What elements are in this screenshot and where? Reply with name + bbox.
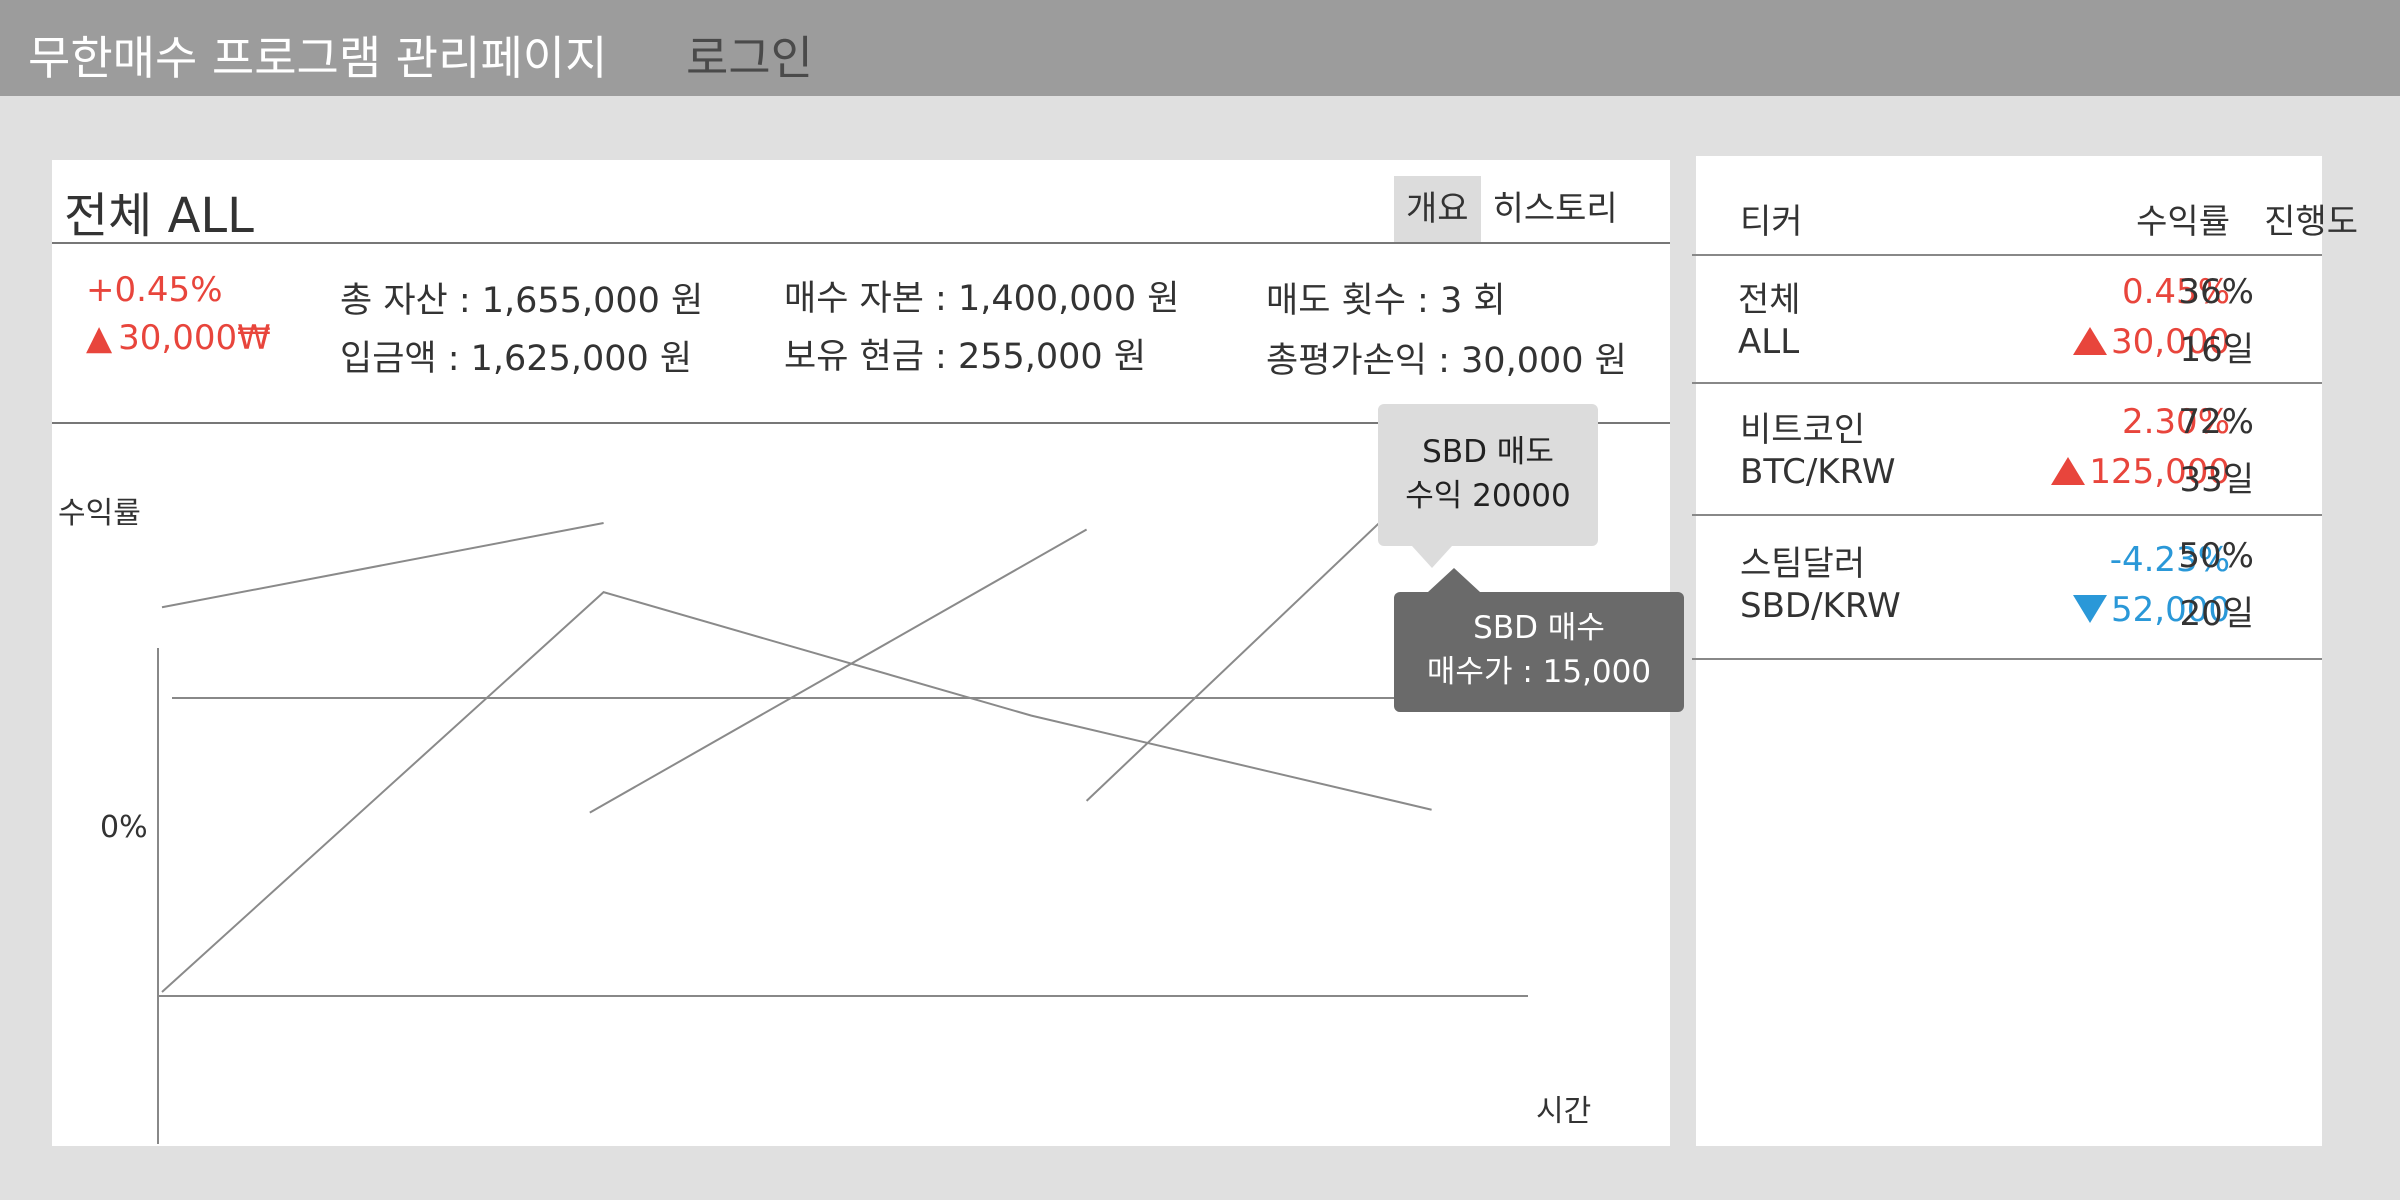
buy-tooltip-title: SBD 매수 bbox=[1473, 610, 1605, 646]
sell-tooltip: SBD 매도 수익 20000 bbox=[1378, 404, 1598, 546]
ticker-amount-value: 52,000 bbox=[2111, 590, 2230, 630]
down-triangle-icon bbox=[2073, 594, 2108, 623]
zero-tick-label: 0% bbox=[100, 810, 148, 845]
overall-amount-value: 30,000₩ bbox=[118, 318, 271, 358]
row-divider bbox=[1692, 382, 2322, 384]
ticker-panel: 티커 수익률 진행도 전체 ALL 0.45% 30,000 36% 16일 비… bbox=[1692, 156, 2358, 1146]
ticker-amount: 125,000 bbox=[1930, 452, 2230, 492]
ticker-rate: 0.45% bbox=[2121, 272, 2230, 312]
buy-tooltip-pointer bbox=[1428, 568, 1480, 592]
stat-total-pnl: 총평가손익 : 30,000 원 bbox=[1266, 341, 1627, 381]
ticker-amount-value: 125,000 bbox=[2089, 452, 2230, 492]
ticker-amount-value: 30,000 bbox=[2111, 322, 2230, 362]
chart-lines bbox=[161, 485, 1432, 993]
top-bar: 무한매수 프로그램 관리페이지 로그인 bbox=[0, 0, 2400, 96]
ticker-days: 33일 bbox=[2179, 460, 2254, 500]
header-divider bbox=[52, 242, 1670, 244]
y-axis-label: 수익률 bbox=[58, 496, 141, 531]
up-triangle-icon bbox=[2073, 326, 2108, 355]
overall-rate: +0.45% bbox=[86, 270, 223, 310]
ticker-name: 전체 bbox=[1738, 280, 1801, 320]
chart-axes bbox=[157, 648, 1606, 1144]
series-line-2 bbox=[589, 528, 1088, 814]
stat-buy-capital: 매수 자본 : 1,400,000 원 bbox=[784, 279, 1180, 319]
login-link[interactable]: 로그인 bbox=[686, 31, 813, 85]
ticker-rate: 2.30% bbox=[2121, 402, 2230, 442]
stat-sell-count: 매도 횟수 : 3 회 bbox=[1266, 281, 1506, 321]
series-line-1 bbox=[161, 591, 1432, 993]
x-axis-label: 시간 bbox=[1536, 1094, 1592, 1129]
ticker-progress: 72% bbox=[2178, 402, 2254, 442]
row-divider bbox=[1692, 514, 2322, 516]
row-divider bbox=[1692, 658, 2322, 660]
ticker-code: SBD/KRW bbox=[1740, 586, 1901, 626]
profit-chart bbox=[157, 485, 1606, 1144]
buy-tooltip: SBD 매수 매수가 : 15,000 bbox=[1394, 592, 1684, 712]
tab-overview[interactable]: 개요 bbox=[1394, 176, 1481, 242]
series-line-0 bbox=[161, 522, 604, 609]
stat-total-assets: 총 자산 : 1,655,000 원 bbox=[340, 281, 704, 321]
summary-panel: 전체 ALL 개요 히스토리 +0.45% ▲ 30,000₩ 총 자산 : 1,… bbox=[52, 160, 1684, 1146]
sell-tooltip-profit: 수익 20000 bbox=[1405, 478, 1571, 514]
col-header-rate: 수익률 bbox=[2136, 202, 2230, 242]
ticker-progress: 36% bbox=[2178, 272, 2254, 312]
ticker-amount: 52,000 bbox=[1930, 590, 2230, 630]
stats-divider bbox=[52, 422, 1670, 424]
ticker-progress: 50% bbox=[2178, 536, 2254, 576]
sell-tooltip-title: SBD 매도 bbox=[1422, 434, 1554, 470]
panel-title: 전체 ALL bbox=[64, 188, 254, 244]
stat-cash: 보유 현금 : 255,000 원 bbox=[784, 337, 1147, 377]
view-tabs: 개요 히스토리 bbox=[1394, 176, 1630, 242]
tab-history[interactable]: 히스토리 bbox=[1492, 189, 1618, 229]
ticker-rate: -4.23% bbox=[2109, 540, 2230, 580]
ticker-name: 비트코인 bbox=[1740, 410, 1866, 450]
header-divider bbox=[1692, 254, 2322, 256]
sell-tooltip-pointer bbox=[1412, 546, 1452, 568]
series-line-3 bbox=[1085, 485, 1419, 802]
up-triangle-icon bbox=[2051, 456, 2086, 485]
up-triangle-icon: ▲ bbox=[86, 318, 113, 358]
ticker-code: ALL bbox=[1738, 322, 1800, 362]
ticker-code: BTC/KRW bbox=[1740, 452, 1896, 492]
ticker-days: 20일 bbox=[2179, 594, 2254, 634]
app-title: 무한매수 프로그램 관리페이지 bbox=[28, 31, 608, 85]
ticker-name: 스팀달러 bbox=[1740, 544, 1866, 584]
stat-deposit: 입금액 : 1,625,000 원 bbox=[340, 339, 693, 379]
overall-amount: ▲ 30,000₩ bbox=[86, 318, 271, 358]
col-header-ticker: 티커 bbox=[1740, 202, 1803, 242]
ticker-amount: 30,000 bbox=[1930, 322, 2230, 362]
ticker-days: 16일 bbox=[2179, 330, 2254, 370]
col-header-progress: 진행도 bbox=[2264, 202, 2358, 242]
buy-tooltip-price: 매수가 : 15,000 bbox=[1426, 654, 1652, 690]
